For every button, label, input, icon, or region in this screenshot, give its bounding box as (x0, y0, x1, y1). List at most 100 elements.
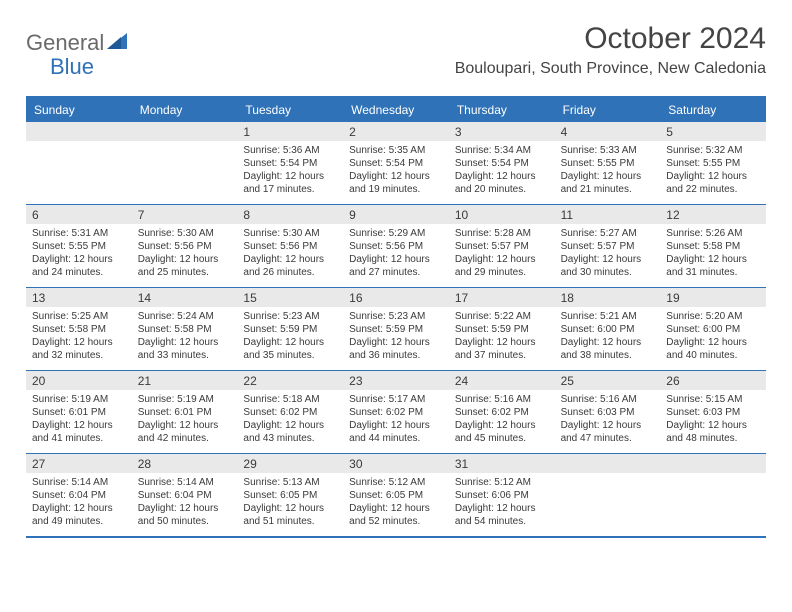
day-cell: 23Sunrise: 5:17 AMSunset: 6:02 PMDayligh… (343, 371, 449, 453)
day-daylight: Daylight: 12 hours and 50 minutes. (138, 502, 232, 528)
week-row: 27Sunrise: 5:14 AMSunset: 6:04 PMDayligh… (26, 454, 766, 538)
day-daylight: Daylight: 12 hours and 26 minutes. (243, 253, 337, 279)
day-number: 6 (26, 205, 132, 224)
week-row: 6Sunrise: 5:31 AMSunset: 5:55 PMDaylight… (26, 205, 766, 288)
day-sunset: Sunset: 5:57 PM (455, 240, 549, 253)
day-sunset: Sunset: 6:04 PM (32, 489, 126, 502)
day-cell (555, 454, 661, 536)
day-body (660, 473, 766, 480)
day-sunrise: Sunrise: 5:34 AM (455, 144, 549, 157)
day-cell: 5Sunrise: 5:32 AMSunset: 5:55 PMDaylight… (660, 122, 766, 204)
day-daylight: Daylight: 12 hours and 21 minutes. (561, 170, 655, 196)
day-number: 14 (132, 288, 238, 307)
day-cell: 10 Sunrise: 5:28 AMSunset: 5:57 PMDayligh… (449, 205, 555, 287)
day-sunrise: Sunrise: 5:29 AM (349, 227, 443, 240)
day-body (26, 141, 132, 148)
day-daylight: Daylight: 12 hours and 20 minutes. (455, 170, 549, 196)
day-number: 9 (343, 205, 449, 224)
day-sunset: Sunset: 6:01 PM (138, 406, 232, 419)
day-sunset: Sunset: 5:59 PM (455, 323, 549, 336)
week-row: 13Sunrise: 5:25 AMSunset: 5:58 PMDayligh… (26, 288, 766, 371)
day-number (26, 122, 132, 141)
day-body: Sunrise: 5:17 AMSunset: 6:02 PMDaylight:… (343, 390, 449, 449)
day-body: Sunrise: 5:30 AMSunset: 5:56 PMDaylight:… (237, 224, 343, 283)
day-sunrise: Sunrise: 5:27 AM (561, 227, 655, 240)
day-number: 10 (449, 205, 555, 224)
calendar-grid: Sunday Monday Tuesday Wednesday Thursday… (26, 96, 766, 538)
day-number: 1 (237, 122, 343, 141)
day-body: Sunrise: 5:16 AMSunset: 6:03 PMDaylight:… (555, 390, 661, 449)
day-daylight: Daylight: 12 hours and 32 minutes. (32, 336, 126, 362)
day-cell: 24Sunrise: 5:16 AMSunset: 6:02 PMDayligh… (449, 371, 555, 453)
brand-logo: General (26, 30, 129, 56)
day-cell: 9Sunrise: 5:29 AMSunset: 5:56 PMDaylight… (343, 205, 449, 287)
day-number: 5 (660, 122, 766, 141)
week-row: 1 Sunrise: 5:36 AMSunset: 5:54 PM Daylight… (26, 122, 766, 205)
day-number: 15 (237, 288, 343, 307)
day-number: 12 (660, 205, 766, 224)
day-cell: 14Sunrise: 5:24 AMSunset: 5:58 PMDayligh… (132, 288, 238, 370)
day-cell: 15Sunrise: 5:23 AMSunset: 5:59 PMDayligh… (237, 288, 343, 370)
day-sunset: Sunset: 6:02 PM (349, 406, 443, 419)
day-body: Sunrise: 5:29 AMSunset: 5:56 PMDaylight:… (343, 224, 449, 283)
day-daylight: Daylight: 12 hours and 36 minutes. (349, 336, 443, 362)
day-sunset: Sunset: 5:58 PM (666, 240, 760, 253)
day-body: Sunrise: 5:19 AMSunset: 6:01 PMDaylight:… (26, 390, 132, 449)
day-body: Sunrise: 5:12 AMSunset: 6:06 PMDaylight:… (449, 473, 555, 532)
day-daylight: Daylight: 12 hours and 44 minutes. (349, 419, 443, 445)
day-body: Sunrise: 5:23 AMSunset: 5:59 PMDaylight:… (237, 307, 343, 366)
day-daylight: Daylight: 12 hours and 19 minutes. (349, 170, 443, 196)
day-sunrise: Sunrise: 5:21 AM (561, 310, 655, 323)
day-number: 20 (26, 371, 132, 390)
day-sunrise: Sunrise: 5:30 AM (138, 227, 232, 240)
day-cell: 11Sunrise: 5:27 AMSunset: 5:57 PMDayligh… (555, 205, 661, 287)
dow-tuesday: Tuesday (237, 98, 343, 122)
day-sunrise: Sunrise: 5:18 AM (243, 393, 337, 406)
day-cell: 2Sunrise: 5:35 AMSunset: 5:54 PMDaylight… (343, 122, 449, 204)
day-cell: 28Sunrise: 5:14 AMSunset: 6:04 PMDayligh… (132, 454, 238, 536)
day-cell: 6Sunrise: 5:31 AMSunset: 5:55 PMDaylight… (26, 205, 132, 287)
dow-thursday: Thursday (449, 98, 555, 122)
day-number (555, 454, 661, 473)
day-sunset: Sunset: 5:54 PM (243, 157, 337, 170)
day-sunrise: Sunrise: 5:16 AM (561, 393, 655, 406)
day-cell: 18Sunrise: 5:21 AMSunset: 6:00 PMDayligh… (555, 288, 661, 370)
day-sunset: Sunset: 6:00 PM (666, 323, 760, 336)
day-sunset: Sunset: 5:58 PM (138, 323, 232, 336)
day-sunrise: Sunrise: 5:19 AM (32, 393, 126, 406)
day-body: Sunrise: 5:18 AMSunset: 6:02 PMDaylight:… (237, 390, 343, 449)
day-body: Sunrise: 5:23 AMSunset: 5:59 PMDaylight:… (343, 307, 449, 366)
day-daylight: Daylight: 12 hours and 24 minutes. (32, 253, 126, 279)
week-row: 20Sunrise: 5:19 AMSunset: 6:01 PMDayligh… (26, 371, 766, 454)
day-sunset: Sunset: 6:02 PM (455, 406, 549, 419)
day-number: 19 (660, 288, 766, 307)
day-number: 30 (343, 454, 449, 473)
dow-sunday: Sunday (26, 98, 132, 122)
day-body: Sunrise: 5:15 AMSunset: 6:03 PMDaylight:… (660, 390, 766, 449)
day-daylight: Daylight: 12 hours and 52 minutes. (349, 502, 443, 528)
day-daylight: Daylight: 12 hours and 29 minutes. (455, 253, 549, 279)
day-sunset: Sunset: 6:05 PM (243, 489, 337, 502)
day-sunrise: Sunrise: 5:28 AM (455, 227, 549, 240)
day-number: 22 (237, 371, 343, 390)
day-cell (660, 454, 766, 536)
day-body: Sunrise: 5:31 AMSunset: 5:55 PMDaylight:… (26, 224, 132, 283)
dow-monday: Monday (132, 98, 238, 122)
day-sunset: Sunset: 5:58 PM (32, 323, 126, 336)
day-sunrise: Sunrise: 5:22 AM (455, 310, 549, 323)
day-body: Sunrise: 5:12 AMSunset: 6:05 PMDaylight:… (343, 473, 449, 532)
day-sunset: Sunset: 6:06 PM (455, 489, 549, 502)
day-number (132, 122, 238, 141)
day-cell: 16Sunrise: 5:23 AMSunset: 5:59 PMDayligh… (343, 288, 449, 370)
day-cell: 8Sunrise: 5:30 AMSunset: 5:56 PMDaylight… (237, 205, 343, 287)
day-sunset: Sunset: 6:05 PM (349, 489, 443, 502)
day-number: 11 (555, 205, 661, 224)
day-number: 27 (26, 454, 132, 473)
day-sunrise: Sunrise: 5:12 AM (455, 476, 549, 489)
day-daylight: Daylight: 12 hours and 35 minutes. (243, 336, 337, 362)
day-cell: 4Sunrise: 5:33 AMSunset: 5:55 PMDaylight… (555, 122, 661, 204)
location-subtitle: Bouloupari, South Province, New Caledoni… (455, 60, 766, 78)
day-sunrise: Sunrise: 5:36 AM (243, 144, 337, 157)
day-number: 29 (237, 454, 343, 473)
dow-saturday: Saturday (660, 98, 766, 122)
